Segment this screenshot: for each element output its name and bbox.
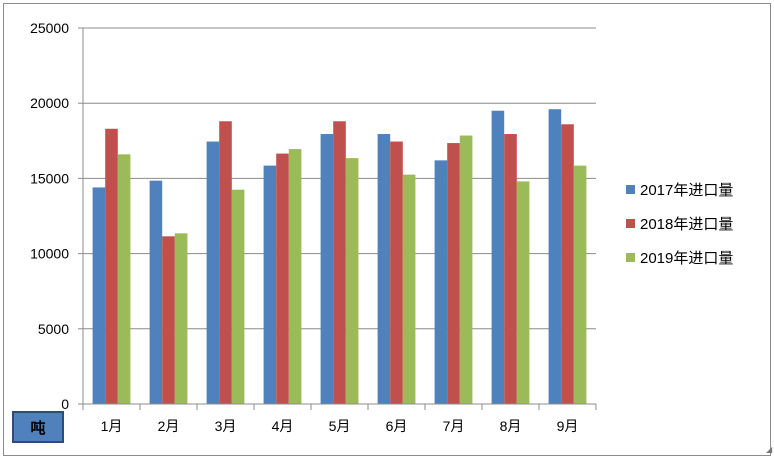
- bar-chart: 0 5000 10000 15000 20000 25000 1月 2月 3月 4月 5月 6月 7月…: [30, 20, 733, 434]
- bar-1-6: [377, 134, 391, 404]
- unit-label-badge: 吨: [12, 411, 64, 443]
- legend: 2017年进口量 2018年进口量 2019年进口量: [626, 182, 733, 267]
- bar-1-3: [206, 141, 220, 405]
- axes: [82, 28, 596, 405]
- legend-label: 2019年进口量: [640, 250, 733, 267]
- y-tick-label: 10000: [30, 246, 69, 262]
- x-tick-label: 4月: [272, 418, 294, 434]
- legend-swatch: [626, 185, 635, 194]
- bar-2-6: [390, 141, 403, 405]
- y-tick-label: 25000: [30, 20, 69, 36]
- bar-3-7: [459, 135, 473, 405]
- bar-1-1: [92, 187, 106, 404]
- legend-swatch: [626, 253, 635, 262]
- resize-handle-icon[interactable]: ◢: [766, 445, 773, 454]
- x-tick-label: 3月: [215, 418, 237, 434]
- bar-3-4: [288, 149, 302, 404]
- x-tick-label: 7月: [443, 418, 465, 434]
- chart-frame: 0 5000 10000 15000 20000 25000 1月 2月 3月 4月 5月 6月 7月…: [3, 3, 771, 456]
- legend-label: 2018年进口量: [640, 216, 733, 233]
- bar-2-5: [333, 121, 346, 404]
- bar-1-9: [548, 109, 562, 404]
- bar-2-1: [105, 128, 118, 404]
- bar-1-7: [434, 160, 448, 404]
- bar-3-2: [174, 233, 188, 404]
- bar-1-2: [149, 180, 163, 404]
- bar-2-4: [276, 153, 289, 404]
- bar-3-9: [573, 165, 587, 404]
- bar-3-6: [402, 174, 416, 404]
- bars: [92, 109, 587, 405]
- x-tick-label: 2月: [158, 418, 180, 434]
- legend-swatch: [626, 219, 635, 228]
- x-tick-label: 9月: [557, 418, 579, 434]
- bar-3-1: [117, 154, 131, 404]
- bar-1-5: [320, 134, 334, 404]
- bar-2-3: [219, 121, 232, 404]
- y-tick-label: 5000: [38, 321, 69, 337]
- x-tick-label: 5月: [329, 418, 351, 434]
- x-tick-label: 1月: [101, 418, 123, 434]
- bar-2-7: [447, 143, 460, 404]
- y-tick-label: 15000: [30, 170, 69, 186]
- x-axis-ticks: 1月 2月 3月 4月 5月 6月 7月 8月 9月: [82, 404, 597, 434]
- bar-3-8: [516, 181, 530, 404]
- x-tick-label: 6月: [386, 418, 408, 434]
- y-tick-label: 20000: [30, 95, 69, 111]
- legend-label: 2017年进口量: [640, 182, 733, 199]
- y-axis-ticks: 0 5000 10000 15000 20000 25000: [30, 20, 83, 412]
- bar-1-8: [491, 110, 505, 404]
- bar-2-8: [504, 134, 517, 404]
- y-tick-label: 0: [61, 396, 69, 412]
- bar-1-4: [263, 165, 277, 404]
- x-tick-label: 8月: [500, 418, 522, 434]
- bar-2-9: [561, 124, 574, 404]
- bar-2-2: [162, 236, 175, 404]
- bar-3-3: [231, 189, 245, 404]
- bar-3-5: [345, 158, 359, 404]
